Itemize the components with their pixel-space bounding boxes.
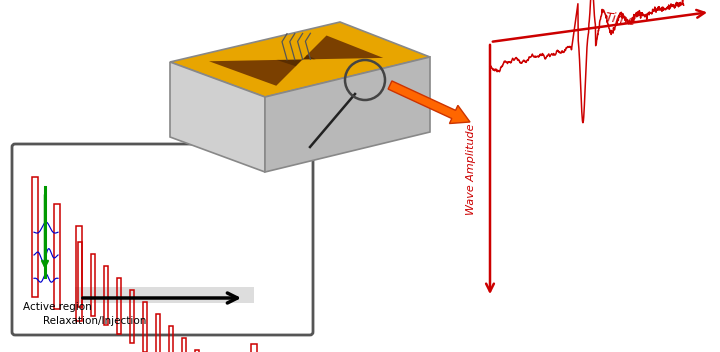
Polygon shape: [276, 55, 315, 66]
Polygon shape: [265, 57, 430, 172]
Polygon shape: [170, 62, 265, 172]
Polygon shape: [170, 22, 430, 97]
FancyBboxPatch shape: [12, 144, 313, 335]
Polygon shape: [306, 36, 383, 59]
FancyArrow shape: [388, 81, 470, 124]
Polygon shape: [209, 60, 297, 86]
Text: Time: Time: [604, 11, 636, 28]
Text: Active region: Active region: [23, 302, 91, 312]
Text: Wave Amplitude: Wave Amplitude: [466, 124, 476, 215]
Bar: [75, 287, 254, 303]
Text: Relaxation/Injection: Relaxation/Injection: [43, 316, 146, 326]
